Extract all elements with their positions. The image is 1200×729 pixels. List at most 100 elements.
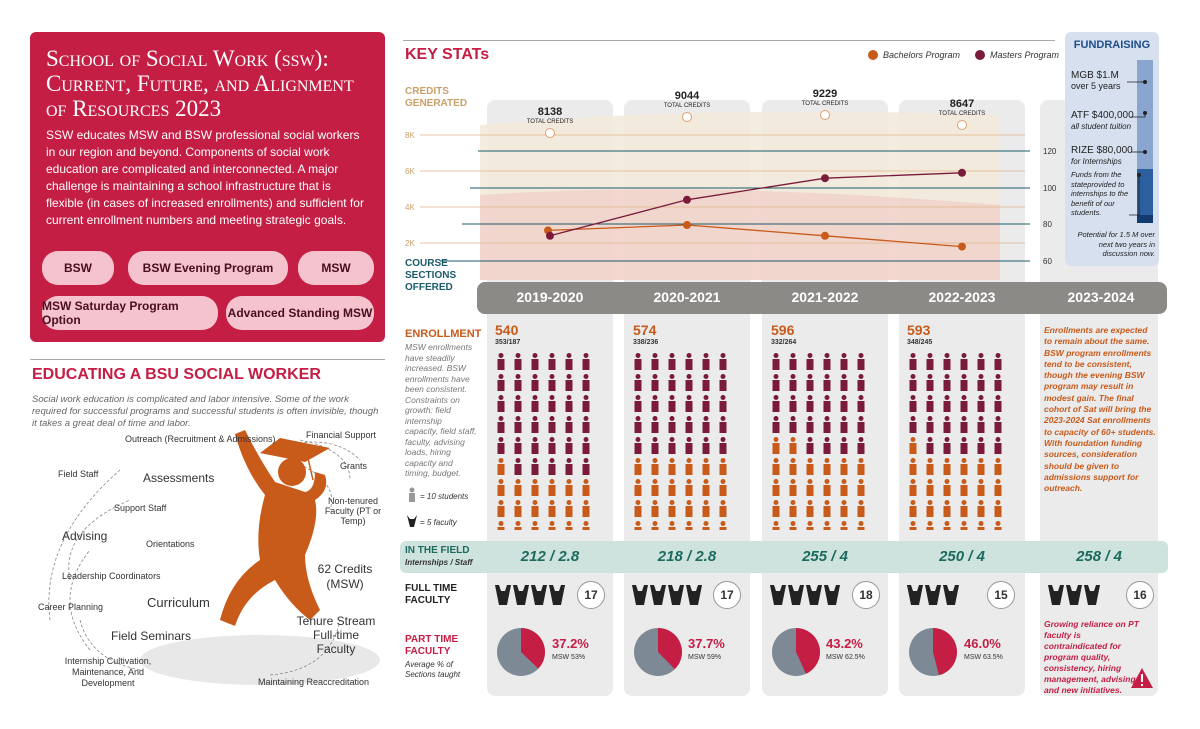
msw-student-icon (651, 374, 659, 391)
msw-student-icon (909, 416, 917, 433)
msw-student-icon (651, 437, 659, 454)
icon-body (943, 527, 951, 530)
bsw-student-icon (565, 500, 573, 517)
msw-student-icon (651, 353, 659, 370)
credits-label: CREDITS GENERATED (405, 86, 468, 109)
fundraising-bar (1127, 60, 1153, 223)
icon-head (686, 353, 692, 358)
icon-head (515, 479, 521, 484)
msw-student-icon (702, 395, 710, 412)
icon-body (943, 506, 951, 517)
icon-head (720, 479, 726, 484)
icon-body (668, 380, 676, 391)
icon-body (926, 527, 934, 530)
icon-head (858, 374, 864, 379)
icon-head (498, 500, 504, 505)
icon-head (995, 437, 1001, 442)
msw-student-icon (772, 353, 780, 370)
bsw-student-icon (685, 500, 693, 517)
icon-body (772, 380, 780, 391)
icon-head (773, 374, 779, 379)
msw-student-icon (994, 374, 1002, 391)
icon-body (806, 485, 814, 496)
bsw-student-icon (668, 500, 676, 517)
icon-body (926, 359, 934, 370)
series-point (958, 168, 966, 177)
student-icon (409, 487, 415, 502)
icon-head (978, 458, 984, 463)
series-point (546, 231, 554, 240)
icon-body (789, 422, 797, 433)
year-label: 2021-2022 (791, 289, 859, 305)
program-bsw-evening: BSW Evening Program (128, 251, 288, 285)
legend-masters: Masters Program (975, 50, 1059, 60)
msw-student-icon (531, 437, 539, 454)
icon-body (772, 422, 780, 433)
fund-item: ATF $400,000 all student tuition (1071, 110, 1134, 132)
icon-body (772, 359, 780, 370)
icon-head (498, 479, 504, 484)
msw-student-icon (994, 416, 1002, 433)
icon-body (772, 464, 780, 475)
icon-head (807, 521, 813, 526)
bsw-student-icon (823, 458, 831, 475)
icon-head (807, 416, 813, 421)
icon-body (668, 485, 676, 496)
icon-head (978, 395, 984, 400)
icon-head (910, 521, 916, 526)
icon-body (702, 401, 710, 412)
icon-body (823, 380, 831, 391)
msw-student-icon (926, 353, 934, 370)
icon-head (824, 437, 830, 442)
icon-body (789, 359, 797, 370)
icon-body (531, 359, 539, 370)
fulltime-count: 18 (852, 581, 880, 609)
icon-body (926, 401, 934, 412)
icon-head (583, 458, 589, 463)
icon-head (686, 416, 692, 421)
icon-head (583, 353, 589, 358)
graduate-silhouette (220, 430, 330, 626)
section-divider (30, 359, 385, 360)
icon-body (960, 359, 968, 370)
fund-potential: Potential for 1.5 M over next two years … (1077, 230, 1155, 258)
fund-amount: RIZE $80,000 (1071, 145, 1133, 156)
icon-head (703, 458, 709, 463)
icon-head (927, 395, 933, 400)
msw-student-icon (823, 374, 831, 391)
icon-head (824, 521, 830, 526)
icon-head (515, 353, 521, 358)
icon-head (927, 458, 933, 463)
icon-body (497, 527, 505, 530)
icon-body (909, 506, 917, 517)
bsw-student-icon (702, 458, 710, 475)
fundraising-title: FUNDRAISING (1073, 39, 1151, 51)
field-value: 250 / 4 (939, 548, 985, 565)
icon-head (532, 374, 538, 379)
icon-head (566, 437, 572, 442)
enrollment-total: 593 (907, 322, 931, 338)
icon-head (858, 437, 864, 442)
icon-head (720, 374, 726, 379)
bsw-student-icon (531, 500, 539, 517)
icon-body (651, 380, 659, 391)
bsw-student-icon (789, 458, 797, 475)
icon-body (960, 401, 968, 412)
icon-body (926, 380, 934, 391)
msw-student-icon (668, 374, 676, 391)
field-value: 212 / 2.8 (520, 548, 580, 565)
icon-head (566, 458, 572, 463)
icon-head (635, 500, 641, 505)
work-curriculum: Curriculum (147, 595, 210, 610)
icon-body (497, 401, 505, 412)
work-field-seminars: Field Seminars (111, 629, 192, 643)
legend-bachelors: Bachelors Program (868, 50, 960, 60)
total-credits-value: 8647 (950, 98, 974, 110)
bsw-student-icon (634, 500, 642, 517)
faculty-icon (770, 585, 786, 605)
bsw-student-icon (531, 479, 539, 496)
icon-body (943, 485, 951, 496)
bsw-student-icon (806, 521, 814, 530)
total-credits-label: TOTAL CREDITS (664, 103, 711, 109)
